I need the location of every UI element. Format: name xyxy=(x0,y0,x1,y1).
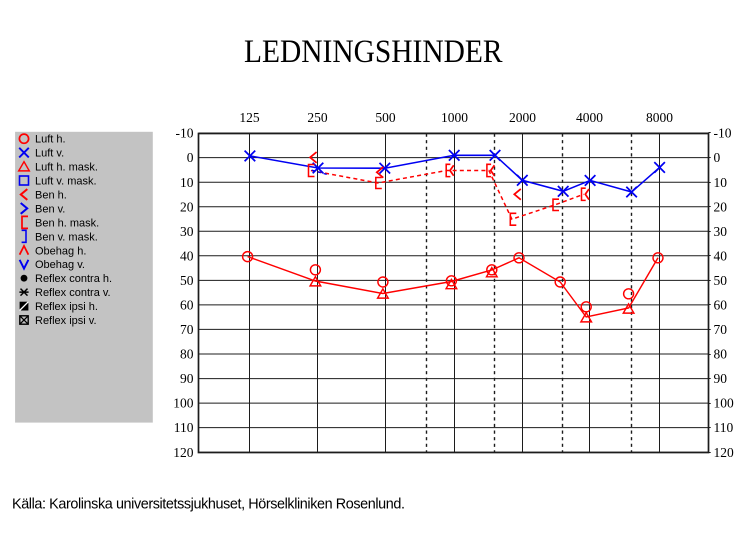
svg-text:Obehag h.: Obehag h. xyxy=(35,245,86,257)
svg-text:50: 50 xyxy=(180,273,194,288)
svg-text:8000: 8000 xyxy=(646,110,673,125)
svg-text:20: 20 xyxy=(714,199,728,214)
svg-text:60: 60 xyxy=(180,298,194,313)
svg-text:10: 10 xyxy=(180,175,194,190)
svg-text:250: 250 xyxy=(307,110,328,125)
svg-text:Luft h.: Luft h. xyxy=(35,134,66,146)
svg-text:-10: -10 xyxy=(176,126,194,141)
svg-text:LEDNINGSHINDER: LEDNINGSHINDER xyxy=(244,34,503,70)
svg-text:Ben h. mask.: Ben h. mask. xyxy=(35,217,99,229)
svg-text:30: 30 xyxy=(714,224,728,239)
svg-text:70: 70 xyxy=(180,322,194,337)
svg-text:40: 40 xyxy=(714,248,728,263)
svg-text:0: 0 xyxy=(187,150,194,165)
svg-text:Luft h. mask.: Luft h. mask. xyxy=(35,162,98,174)
svg-text:Luft v.: Luft v. xyxy=(35,148,64,160)
svg-text:10: 10 xyxy=(714,175,728,190)
svg-text:500: 500 xyxy=(375,110,396,125)
svg-text:50: 50 xyxy=(714,273,728,288)
svg-text:Obehag v.: Obehag v. xyxy=(35,259,85,271)
svg-text:120: 120 xyxy=(173,445,194,460)
svg-text:Ben v.: Ben v. xyxy=(35,203,65,215)
svg-text:1000: 1000 xyxy=(441,110,468,125)
svg-text:80: 80 xyxy=(180,347,194,362)
svg-text:2000: 2000 xyxy=(509,110,536,125)
svg-text:Ben v. mask.: Ben v. mask. xyxy=(35,231,98,243)
svg-text:90: 90 xyxy=(180,371,194,386)
svg-text:120: 120 xyxy=(714,445,735,460)
svg-text:110: 110 xyxy=(174,420,194,435)
svg-text:0: 0 xyxy=(714,150,721,165)
svg-text:125: 125 xyxy=(239,110,260,125)
svg-text:70: 70 xyxy=(714,322,728,337)
svg-text:80: 80 xyxy=(714,347,728,362)
svg-text:20: 20 xyxy=(180,199,194,214)
svg-text:40: 40 xyxy=(180,248,194,263)
svg-text:Reflex ipsi v.: Reflex ipsi v. xyxy=(35,315,97,327)
svg-text:30: 30 xyxy=(180,224,194,239)
svg-text:90: 90 xyxy=(714,371,728,386)
svg-text:Reflex ipsi h.: Reflex ipsi h. xyxy=(35,301,98,313)
svg-text:Källa: Karolinska universitets: Källa: Karolinska universitetssjukhuset,… xyxy=(12,497,405,513)
svg-text:Luft v. mask.: Luft v. mask. xyxy=(35,176,97,188)
svg-text:100: 100 xyxy=(173,396,194,411)
svg-text:60: 60 xyxy=(714,298,728,313)
svg-text:Reflex contra v.: Reflex contra v. xyxy=(35,287,111,299)
svg-text:-10: -10 xyxy=(714,126,732,141)
svg-text:100: 100 xyxy=(714,396,735,411)
svg-text:4000: 4000 xyxy=(576,110,603,125)
svg-text:Reflex contra h.: Reflex contra h. xyxy=(35,273,112,285)
svg-text:Ben h.: Ben h. xyxy=(35,190,67,202)
svg-text:110: 110 xyxy=(714,420,734,435)
